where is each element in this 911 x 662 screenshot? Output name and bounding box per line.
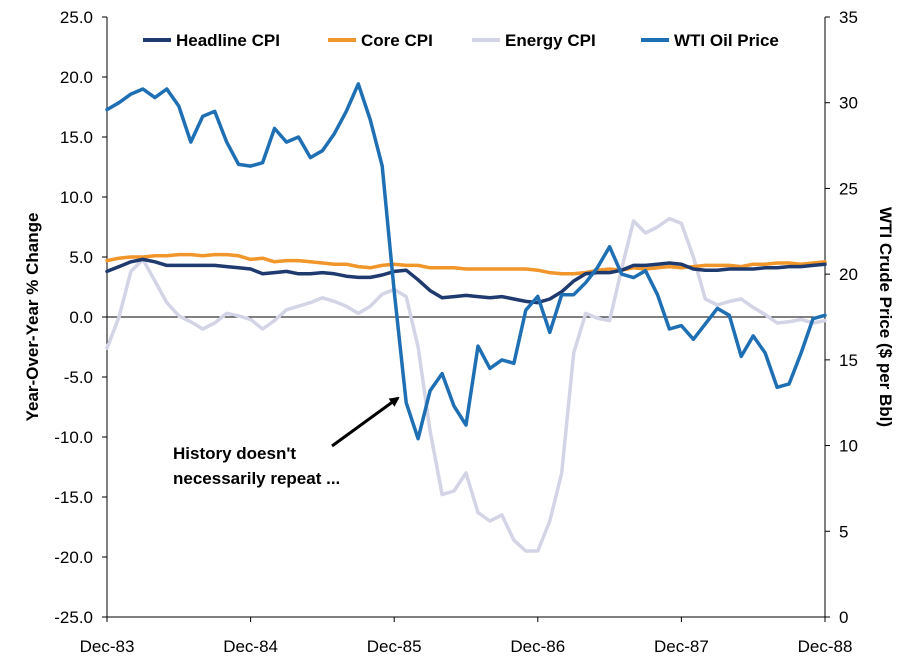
legend-label-energy-cpi: Energy CPI (505, 31, 596, 50)
legend-label-core-cpi: Core CPI (361, 31, 433, 50)
left-tick-label: -20.0 (54, 548, 93, 567)
left-tick-label: -5.0 (64, 368, 93, 387)
x-tick-label: Dec-88 (798, 637, 853, 656)
left-tick-label: 10.0 (60, 188, 93, 207)
right-tick-label: 0 (839, 608, 848, 627)
x-axis-ticks: Dec-83 Dec-84 Dec-85 Dec-86 Dec-87 Dec-88 (80, 617, 853, 656)
left-tick-label: 20.0 (60, 68, 93, 87)
x-tick-label: Dec-87 (654, 637, 709, 656)
annotation: History doesn't necessarily repeat ... (173, 396, 400, 488)
legend-item-core-cpi: Core CPI (328, 31, 433, 50)
legend-item-wti-oil-price: WTI Oil Price (641, 31, 779, 50)
legend-item-headline-cpi: Headline CPI (143, 31, 280, 50)
right-tick-label: 35 (839, 8, 858, 27)
right-tick-label: 15 (839, 351, 858, 370)
left-tick-label: -25.0 (54, 608, 93, 627)
right-tick-label: 5 (839, 522, 848, 541)
series-line-headline-cpi (105, 257, 827, 305)
right-tick-label: 25 (839, 179, 858, 198)
series-line-wti-oil-price (105, 82, 827, 441)
legend-label-headline-cpi: Headline CPI (176, 31, 280, 50)
left-tick-label: 15.0 (60, 128, 93, 147)
right-tick-label: 30 (839, 94, 858, 113)
series-layer (105, 82, 827, 553)
left-tick-label: 25.0 (60, 8, 93, 27)
left-tick-label: 0.0 (69, 308, 93, 327)
x-tick-label: Dec-86 (510, 637, 565, 656)
right-tick-label: 20 (839, 265, 858, 284)
series-line-energy-cpi (105, 216, 827, 553)
left-axis-title: Year-Over-Year % Change (23, 213, 42, 422)
left-axis-ticks: 25.0 20.0 15.0 10.0 5.0 0.0 -5.0 -10.0 -15.0 -20.… (54, 8, 107, 627)
axes (106, 17, 826, 618)
right-axis-title: WTI Crude Price ($ per Bbl) (876, 207, 895, 427)
x-tick-label: Dec-85 (367, 637, 422, 656)
left-tick-label: 5.0 (69, 248, 93, 267)
legend-label-wti-oil-price: WTI Oil Price (674, 31, 779, 50)
annotation-arrow (331, 396, 400, 448)
right-axis-ticks: 35 30 25 20 15 10 5 0 (825, 8, 858, 627)
x-tick-label: Dec-84 (223, 637, 278, 656)
series-line-core-cpi (105, 252, 827, 276)
left-tick-label: -15.0 (54, 488, 93, 507)
annotation-line-2: necessarily repeat ... (173, 469, 340, 488)
annotation-line-1: History doesn't (173, 444, 296, 463)
left-tick-label: -10.0 (54, 428, 93, 447)
legend-item-energy-cpi: Energy CPI (472, 31, 596, 50)
x-tick-label: Dec-83 (80, 637, 135, 656)
right-tick-label: 10 (839, 437, 858, 456)
legend: Headline CPI Core CPI Energy CPI WTI Oil… (143, 31, 779, 50)
